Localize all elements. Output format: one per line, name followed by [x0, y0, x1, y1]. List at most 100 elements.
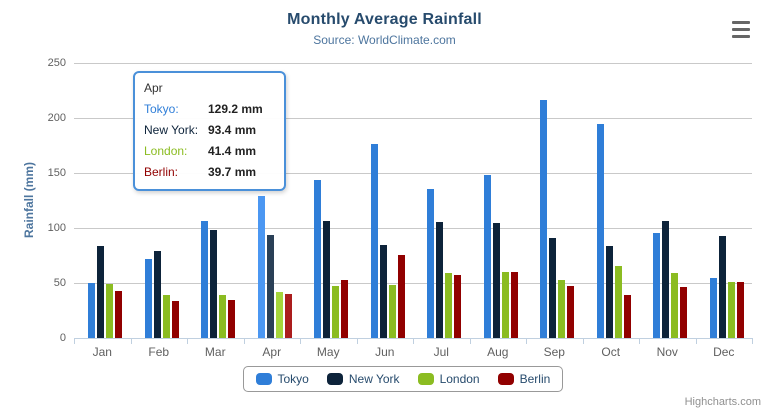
tooltip-series-value: 41.4 mm	[208, 144, 257, 158]
credits-link[interactable]: Highcharts.com	[684, 396, 761, 408]
x-axis-label: Jun	[375, 345, 395, 359]
column-london-mar[interactable]	[219, 295, 226, 338]
column-london-jan[interactable]	[106, 284, 113, 338]
column-berlin-aug[interactable]	[510, 272, 518, 338]
x-axis-label: Oct	[601, 345, 621, 359]
column-berlin-jan[interactable]	[115, 291, 122, 338]
gridline	[74, 228, 752, 229]
legend-item-new-york[interactable]: New York	[326, 372, 400, 386]
hamburger-icon	[732, 34, 750, 38]
x-axis-tick	[357, 339, 358, 344]
tooltip-rows: Tokyo: 129.2 mm New York: 93.4 mm London: 41.…	[144, 99, 276, 183]
y-axis-label: 250	[47, 57, 66, 69]
tooltip-header: Apr	[144, 81, 163, 95]
tooltip-row: Berlin: 39.7 mm	[144, 162, 276, 183]
column-berlin-feb[interactable]	[171, 301, 179, 338]
column-berlin-may[interactable]	[341, 280, 348, 338]
column-new-york-jul[interactable]	[436, 222, 443, 338]
column-tokyo-nov[interactable]	[653, 233, 660, 338]
column-london-jul[interactable]	[445, 273, 452, 338]
x-axis-tick	[470, 339, 471, 344]
column-berlin-nov[interactable]	[680, 287, 687, 338]
column-tokyo-apr[interactable]	[257, 196, 265, 338]
legend-item-tokyo[interactable]: Tokyo	[255, 372, 309, 386]
legend-label: New York	[348, 372, 400, 386]
column-new-york-oct[interactable]	[605, 246, 613, 338]
x-axis-label: Jan	[92, 345, 112, 359]
column-berlin-jul[interactable]	[454, 275, 461, 338]
column-london-feb[interactable]	[162, 295, 170, 338]
x-axis-label: May	[316, 345, 340, 359]
legend-label: London	[439, 372, 480, 386]
gridline	[74, 118, 752, 119]
column-tokyo-jun[interactable]	[370, 144, 378, 338]
x-axis-line	[74, 338, 753, 339]
column-new-york-feb[interactable]	[153, 251, 161, 338]
x-axis-tick	[583, 339, 584, 344]
column-berlin-sep[interactable]	[567, 286, 574, 338]
column-london-oct[interactable]	[614, 266, 622, 338]
column-london-apr[interactable]	[275, 292, 283, 338]
tooltip-series-value: 93.4 mm	[208, 123, 257, 137]
x-axis-label: Aug	[487, 345, 509, 359]
column-tokyo-jan[interactable]	[88, 283, 95, 338]
column-berlin-jun[interactable]	[397, 255, 405, 338]
column-tokyo-sep[interactable]	[540, 100, 547, 338]
column-berlin-apr[interactable]	[284, 294, 292, 338]
tooltip-series-value: 129.2 mm	[208, 102, 263, 116]
column-new-york-nov[interactable]	[662, 221, 669, 338]
column-new-york-aug[interactable]	[492, 223, 500, 338]
x-axis-label: Nov	[656, 345, 678, 359]
chart-subtitle: Source: WorldClimate.com	[313, 33, 456, 47]
tooltip-row: London: 41.4 mm	[144, 141, 276, 162]
x-axis-label: Jul	[433, 345, 449, 359]
hamburger-icon	[732, 27, 750, 31]
legend-swatch	[255, 373, 272, 385]
column-new-york-jun[interactable]	[379, 245, 387, 338]
x-axis-tick	[74, 339, 75, 344]
column-london-dec[interactable]	[727, 282, 735, 338]
column-tokyo-feb[interactable]	[144, 259, 152, 338]
x-axis-label: Feb	[148, 345, 170, 359]
x-axis-tick	[526, 339, 527, 344]
tooltip-row: Tokyo: 129.2 mm	[144, 99, 276, 120]
legend-item-london[interactable]: London	[417, 372, 480, 386]
column-london-nov[interactable]	[671, 273, 678, 338]
column-new-york-apr[interactable]	[266, 235, 274, 338]
column-london-aug[interactable]	[501, 272, 509, 338]
column-london-jun[interactable]	[388, 285, 396, 338]
y-axis-label: 100	[47, 222, 66, 234]
column-new-york-may[interactable]	[323, 221, 330, 338]
column-london-may[interactable]	[332, 286, 339, 338]
gridline	[74, 283, 752, 284]
column-new-york-jan[interactable]	[97, 246, 104, 338]
legend-label: Berlin	[519, 372, 551, 386]
export-menu-button[interactable]	[729, 18, 753, 40]
x-axis-tick	[187, 339, 188, 344]
column-new-york-sep[interactable]	[549, 238, 556, 338]
y-axis-label: 0	[59, 332, 66, 344]
column-new-york-mar[interactable]	[210, 230, 217, 338]
tooltip-series-label: Tokyo:	[144, 102, 179, 116]
x-axis-tick	[639, 339, 640, 344]
column-tokyo-oct[interactable]	[596, 124, 604, 338]
column-tokyo-jul[interactable]	[427, 189, 434, 338]
y-axis-label: 200	[47, 112, 66, 124]
legend-swatch	[497, 373, 514, 385]
column-tokyo-may[interactable]	[314, 180, 321, 338]
legend-item-berlin[interactable]: Berlin	[497, 372, 551, 386]
column-berlin-dec[interactable]	[736, 282, 744, 338]
column-london-sep[interactable]	[558, 280, 565, 338]
x-axis-label: Sep	[543, 345, 565, 359]
column-tokyo-mar[interactable]	[201, 221, 208, 338]
column-berlin-mar[interactable]	[228, 300, 235, 338]
chart-title: Monthly Average Rainfall	[287, 11, 482, 28]
x-axis-tick	[131, 339, 132, 344]
gridline	[74, 173, 752, 174]
column-tokyo-aug[interactable]	[483, 175, 491, 338]
x-axis-tick	[300, 339, 301, 344]
column-berlin-oct[interactable]	[623, 295, 631, 338]
legend: Tokyo New York London Berlin	[242, 366, 564, 392]
column-tokyo-dec[interactable]	[709, 278, 717, 338]
column-new-york-dec[interactable]	[718, 236, 726, 338]
